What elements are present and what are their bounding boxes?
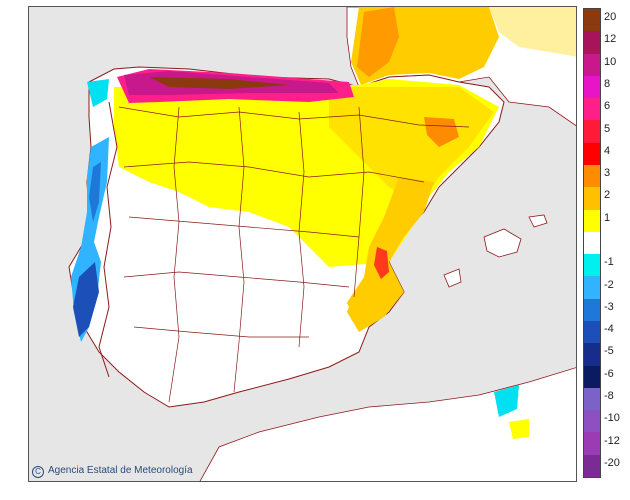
legend-swatch [584,142,600,166]
mallorca [483,228,522,258]
legend-swatch [584,120,600,144]
legend-label: 5 [604,122,611,135]
legend-swatch [584,209,600,233]
legend-label: 4 [604,144,611,157]
anomaly-plus3-catalonia [424,117,459,147]
legend-label: -3 [604,300,614,313]
legend-label: 3 [604,167,611,180]
legend-swatch [584,454,600,478]
anomaly-neutral-center [119,212,349,392]
france-anomaly-hot [357,7,399,77]
anomaly-minus1-galicia [87,79,109,107]
legend-label: -10 [604,412,620,425]
legend-swatch [584,410,600,433]
legend-label: 2 [604,189,611,202]
legend-swatch [584,432,600,456]
legend-label: -12 [604,434,620,447]
legend-label: 12 [604,33,617,46]
legend-label: 1 [604,211,611,224]
north-africa [199,367,576,481]
legend-swatch [584,231,600,255]
aemet-credit: C Agencia Estatal de Meteorología [32,465,193,478]
legend-swatch [584,298,600,322]
legend-label: 8 [604,78,611,90]
legend-swatch [584,387,600,411]
portugal-spain-border [98,101,118,378]
legend-label: -8 [604,390,614,402]
anomaly-plus2-levante [344,177,434,332]
province-borders [118,106,470,403]
anomaly-plus20-cantabria [149,77,289,89]
legend-label: -2 [604,278,614,291]
anomaly-plus1-algeria [509,419,529,439]
ibiza [443,268,462,288]
anomaly-minus4-lisbon [73,262,99,337]
legend-swatch [584,321,600,344]
copyright-icon: C [32,466,44,478]
anomaly-minus3-portugal-north [89,162,101,222]
temperature-anomaly-map [28,6,577,482]
legend-swatch [584,31,600,55]
legend-swatch [584,276,600,300]
legend-label: -5 [604,345,614,358]
legend-swatch [584,254,600,277]
legend-swatch [584,365,600,389]
legend-swatch [584,9,600,32]
credit-text: Agencia Estatal de Meteorología [48,465,193,476]
legend-label: 6 [604,100,611,113]
legend-swatch [584,53,600,77]
legend-swatch [584,343,600,367]
legend-label: -6 [604,367,614,380]
legend-swatch [584,98,600,121]
legend-label: -4 [604,323,614,336]
legend-label: 10 [604,55,617,68]
menorca [528,214,548,228]
legend-label: -20 [604,456,620,469]
color-legend [583,8,601,478]
anomaly-plus4-valencia [374,247,389,279]
anomaly-minus1-algeria [494,385,519,417]
france-anomaly-light [489,7,576,57]
legend-swatch [584,187,600,211]
legend-label: -1 [604,256,614,269]
legend-label: 20 [604,11,617,24]
map-canvas [29,7,576,481]
legend-swatch [584,165,600,188]
legend-swatch [584,75,600,99]
